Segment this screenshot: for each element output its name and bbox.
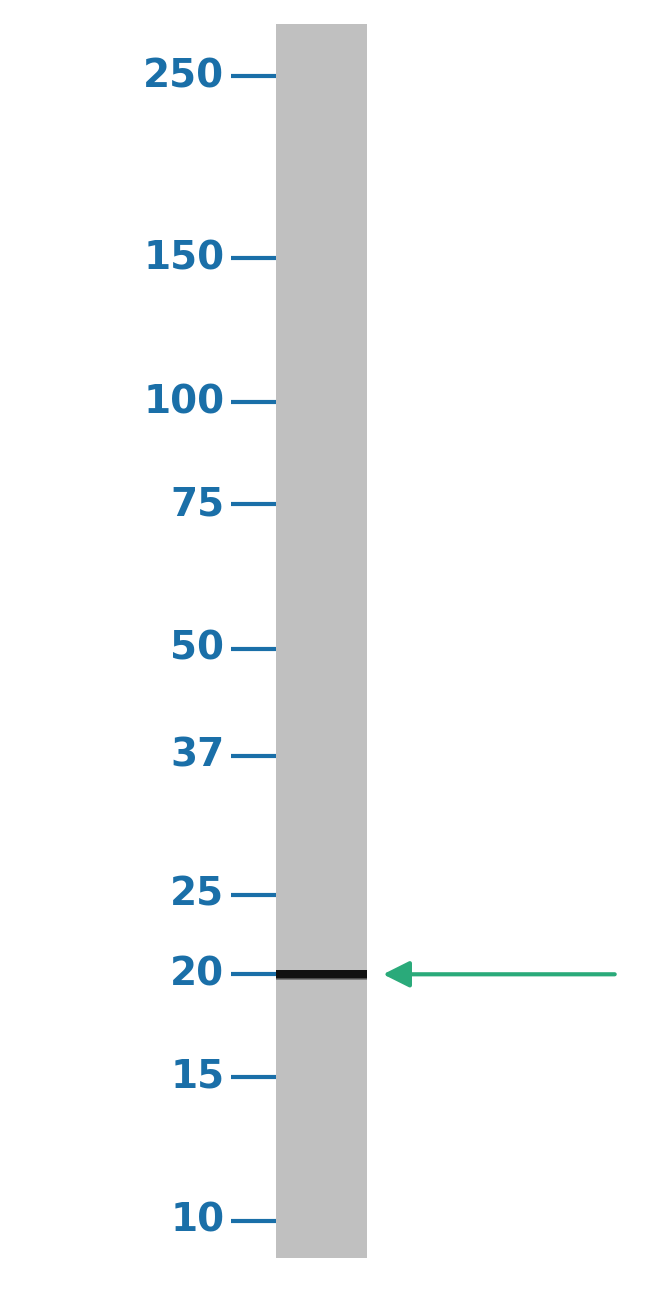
Text: 10: 10 bbox=[170, 1201, 224, 1240]
Text: 75: 75 bbox=[170, 485, 224, 524]
Text: 15: 15 bbox=[170, 1057, 224, 1096]
Text: 150: 150 bbox=[143, 239, 224, 277]
Text: 37: 37 bbox=[170, 737, 224, 775]
Text: 20: 20 bbox=[170, 956, 224, 993]
Text: 25: 25 bbox=[170, 876, 224, 914]
Bar bbox=[276, 970, 367, 978]
Bar bbox=[276, 970, 367, 979]
Text: 50: 50 bbox=[170, 629, 224, 668]
Bar bbox=[276, 971, 367, 976]
Bar bbox=[276, 970, 367, 980]
Bar bbox=[276, 970, 367, 978]
Bar bbox=[276, 23, 367, 1258]
Text: 250: 250 bbox=[143, 57, 224, 95]
Bar bbox=[276, 970, 367, 979]
Bar bbox=[276, 970, 367, 980]
Text: 100: 100 bbox=[143, 384, 224, 421]
